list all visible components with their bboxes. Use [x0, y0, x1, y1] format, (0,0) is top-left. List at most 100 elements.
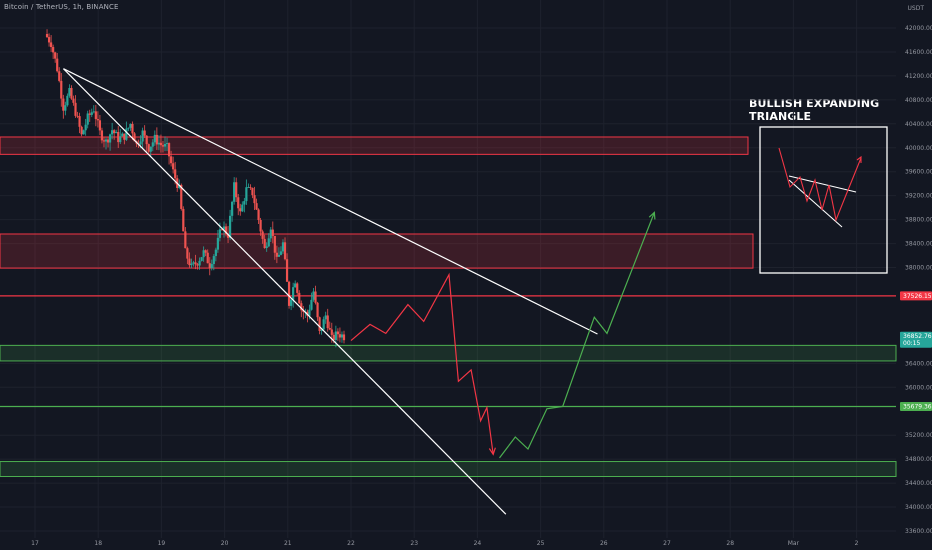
inset-panel	[759, 126, 888, 274]
candle-body	[90, 112, 93, 115]
candle-body	[50, 42, 53, 48]
candle-body	[208, 263, 211, 269]
candle-body	[117, 131, 120, 143]
candle-body	[332, 334, 335, 340]
y-tick-label: 34800.00	[905, 456, 932, 463]
candle-body	[190, 263, 193, 266]
candle-body	[279, 251, 283, 255]
candle-body	[139, 141, 142, 145]
candle-body	[157, 142, 161, 145]
candle-body	[68, 88, 71, 96]
currency-label: USDT	[907, 5, 925, 12]
candle-body	[174, 169, 177, 179]
candle-body	[194, 262, 197, 265]
candle-body	[161, 145, 165, 147]
candle-body	[111, 130, 114, 135]
candle-body	[54, 52, 57, 59]
candle-body	[92, 111, 95, 113]
candle-body	[330, 329, 333, 335]
resistance-zone	[0, 136, 749, 155]
y-tick-label: 38000.00	[905, 265, 932, 272]
y-tick-label: 40400.00	[905, 121, 932, 128]
candle-body	[231, 201, 234, 216]
candle-body	[84, 124, 87, 131]
support-zone	[0, 344, 897, 362]
candle-body	[251, 187, 254, 196]
candle-body	[253, 195, 256, 204]
candle-body	[224, 226, 228, 234]
y-tick-label: 36000.00	[905, 384, 932, 391]
candle-body	[243, 201, 246, 205]
candle-body	[155, 134, 158, 145]
candle-body	[66, 95, 69, 106]
x-tick-label: 19	[158, 540, 166, 547]
candle-body	[237, 197, 240, 209]
candle-body	[113, 130, 116, 134]
grid	[0, 0, 896, 538]
candle-body	[125, 128, 128, 140]
candle-body	[228, 215, 232, 238]
candle-body	[88, 113, 91, 115]
x-tick-label: 25	[537, 540, 545, 547]
y-tick-label: 41200.00	[905, 73, 932, 80]
candle-body	[296, 283, 299, 293]
projections	[350, 211, 656, 459]
y-tick-label: 39200.00	[905, 193, 932, 200]
trendlines	[63, 68, 598, 515]
candle-body	[261, 231, 264, 239]
resistance-zone	[0, 233, 754, 269]
candle-body	[298, 292, 301, 304]
projection-down-path	[350, 272, 494, 455]
candle-body	[86, 113, 89, 125]
candle-body	[147, 144, 150, 152]
candle-body	[52, 47, 55, 53]
candle-body	[336, 331, 339, 335]
y-tick-label: 40800.00	[905, 97, 932, 104]
candle-body	[255, 203, 258, 210]
candle-body	[206, 252, 209, 264]
candle-body	[218, 229, 222, 238]
candle-body	[192, 262, 195, 264]
candle-body	[249, 187, 252, 188]
candle-body	[108, 134, 112, 143]
candle-body	[80, 126, 83, 135]
inset-arrowhead	[856, 155, 862, 163]
candle-body	[78, 116, 81, 127]
x-tick-label: 22	[347, 540, 355, 547]
candle-body	[271, 229, 274, 236]
candle-body	[200, 257, 203, 261]
candle-body	[133, 133, 136, 142]
candle-body	[100, 130, 104, 141]
time-axis[interactable]: 17 18 19 20 21 22 23 24 25 26 27 28 Mar 2	[31, 540, 859, 547]
x-tick-label: 2	[855, 540, 859, 547]
candle-body	[235, 182, 238, 198]
candle-body	[184, 231, 187, 249]
y-tick-label: 38400.00	[905, 241, 932, 248]
price-tag-support	[900, 401, 932, 411]
candle-body	[269, 229, 272, 239]
candle-body	[196, 264, 199, 266]
candle-body	[45, 33, 49, 38]
y-tick-label: 38800.00	[905, 217, 932, 224]
candle-body	[334, 331, 337, 340]
candle-body	[259, 219, 262, 232]
price-axis[interactable]: 42000.00 41600.00 41200.00 40800.00 40400.00…	[905, 25, 932, 535]
candle-body	[172, 163, 175, 170]
candle-body	[178, 184, 181, 188]
zones	[0, 136, 897, 478]
candle-body	[98, 120, 102, 131]
candle-body	[340, 334, 344, 338]
candle-body	[273, 235, 276, 253]
candle-body	[131, 123, 134, 134]
candle-body	[324, 315, 327, 320]
candle-body	[170, 156, 173, 164]
candle-body	[145, 135, 148, 145]
support-zone	[0, 461, 897, 478]
candle-body	[318, 317, 321, 331]
candle-body	[153, 134, 156, 143]
candle-body	[245, 187, 248, 202]
y-tick-label: 40000.00	[905, 145, 932, 152]
candle-body	[226, 233, 230, 238]
